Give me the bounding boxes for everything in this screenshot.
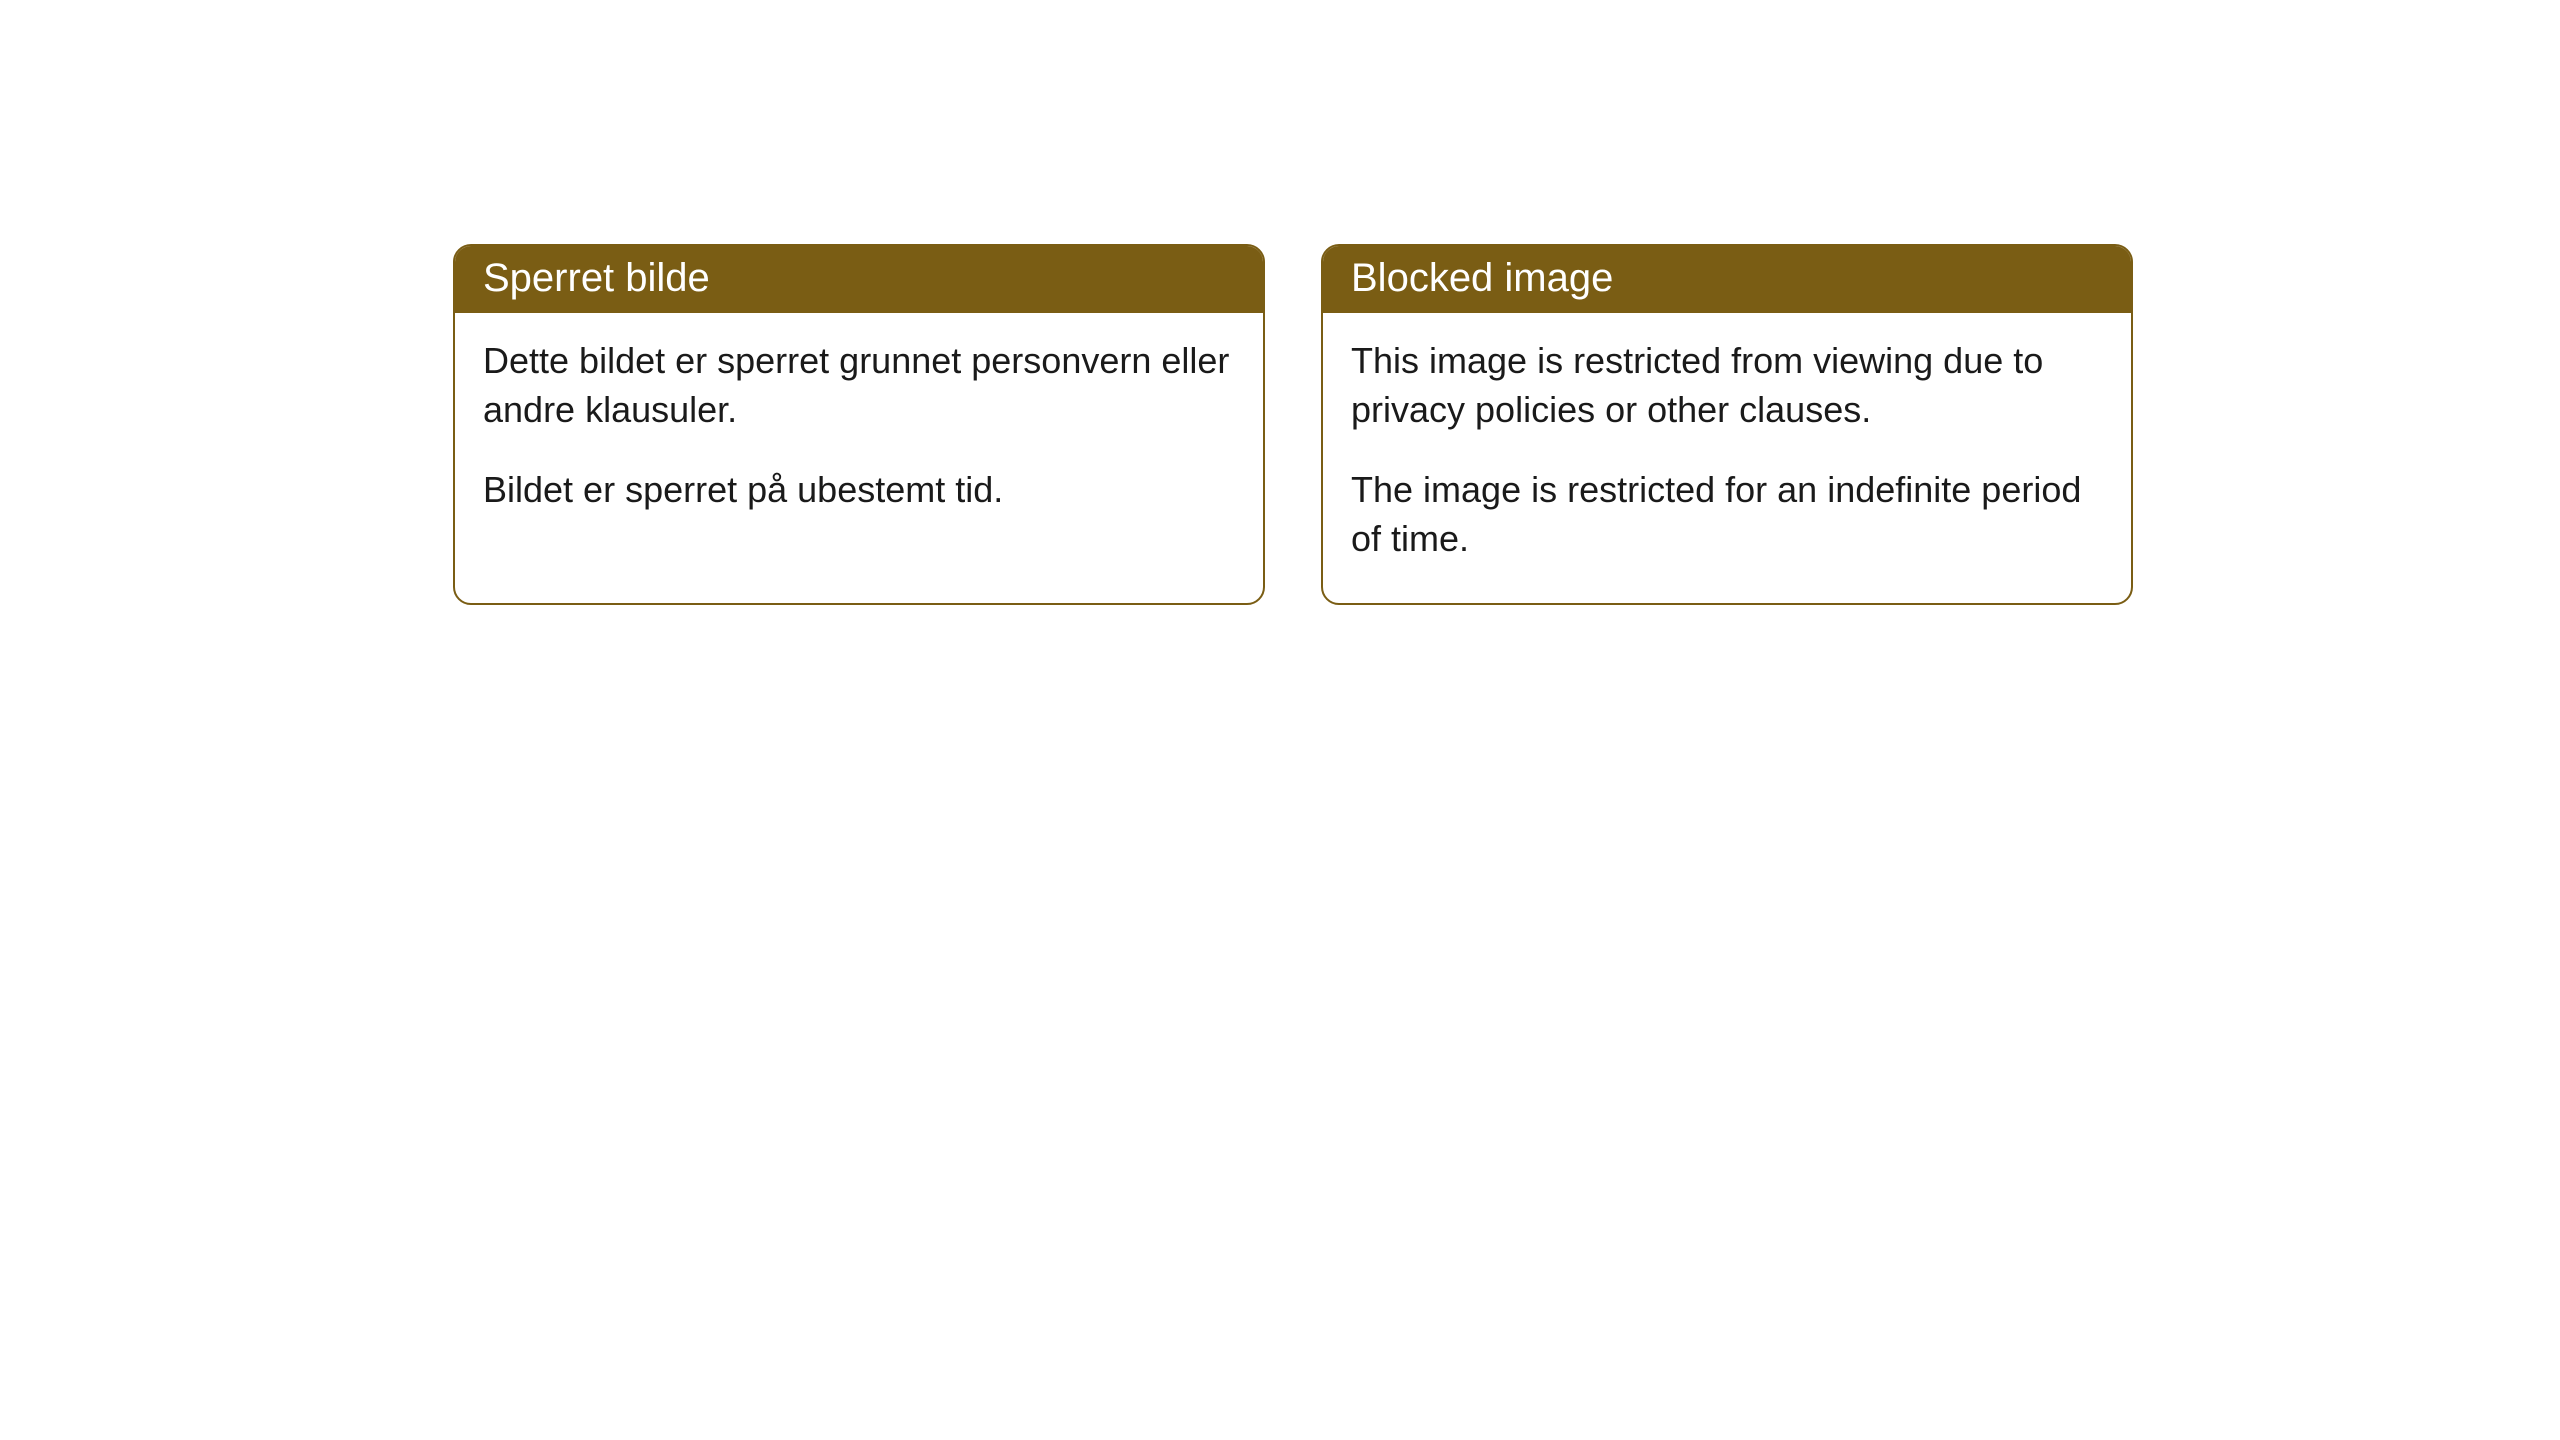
card-title: Blocked image: [1351, 256, 1613, 300]
card-header-english: Blocked image: [1323, 246, 2131, 313]
blocked-image-card-english: Blocked image This image is restricted f…: [1321, 244, 2133, 605]
card-body-english: This image is restricted from viewing du…: [1323, 313, 2131, 603]
card-paragraph-2: Bildet er sperret på ubestemt tid.: [483, 466, 1235, 515]
blocked-image-card-norwegian: Sperret bilde Dette bildet er sperret gr…: [453, 244, 1265, 605]
card-header-norwegian: Sperret bilde: [455, 246, 1263, 313]
card-paragraph-2: The image is restricted for an indefinit…: [1351, 466, 2103, 563]
card-body-norwegian: Dette bildet er sperret grunnet personve…: [455, 313, 1263, 555]
card-title: Sperret bilde: [483, 256, 710, 300]
notice-cards-container: Sperret bilde Dette bildet er sperret gr…: [453, 244, 2133, 605]
card-paragraph-1: Dette bildet er sperret grunnet personve…: [483, 337, 1235, 434]
card-paragraph-1: This image is restricted from viewing du…: [1351, 337, 2103, 434]
